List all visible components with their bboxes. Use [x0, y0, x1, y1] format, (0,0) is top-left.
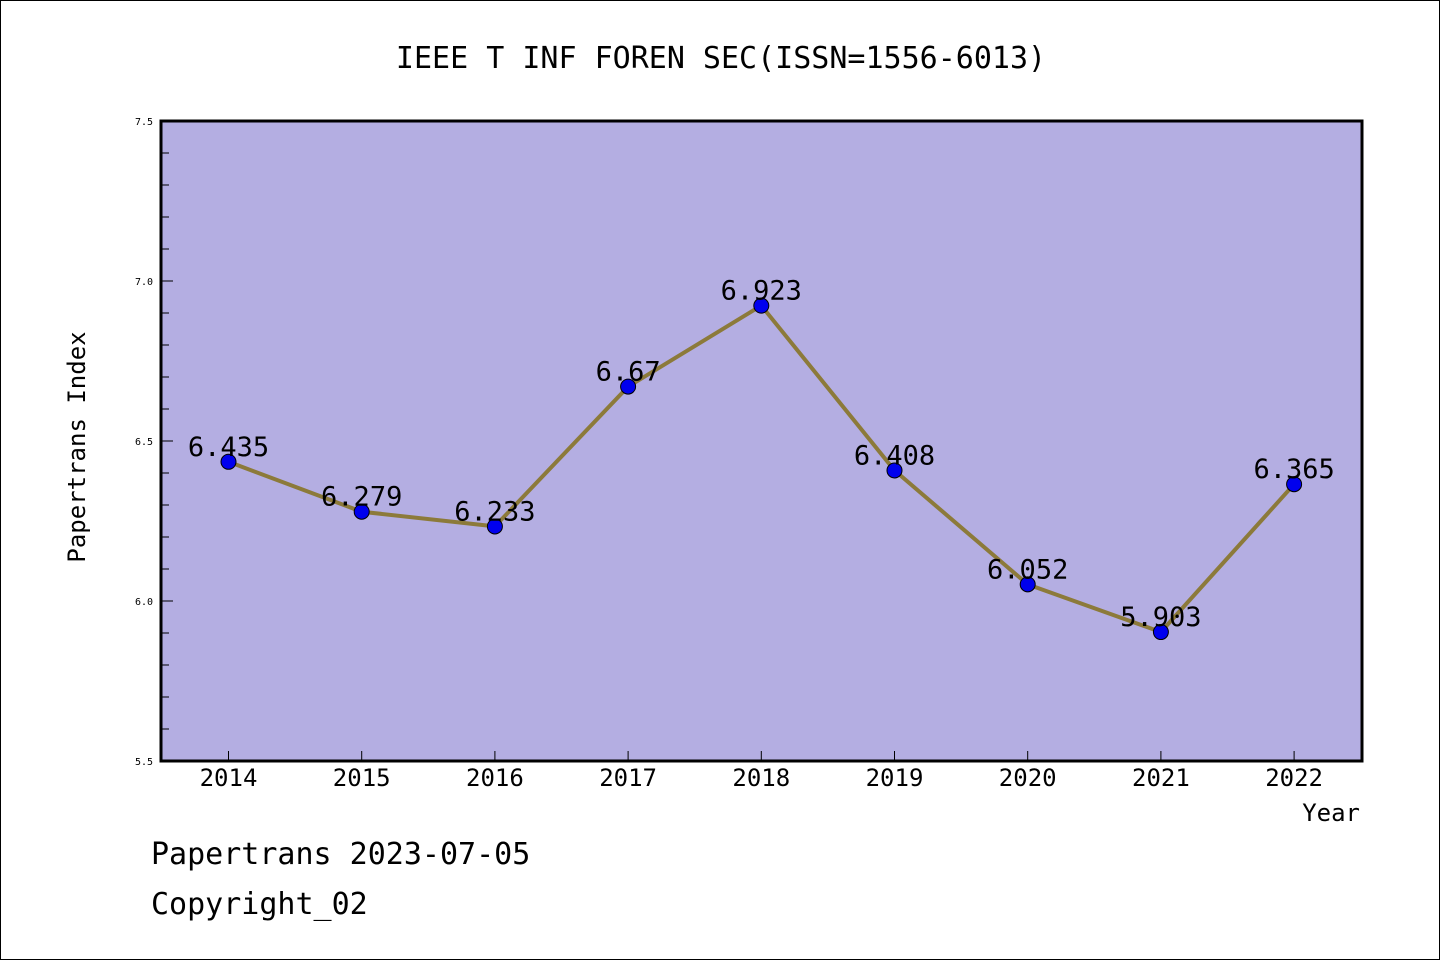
data-label: 6.923 [721, 276, 802, 307]
x-tick-label: 2017 [599, 764, 657, 792]
x-tick-label: 2014 [200, 764, 258, 792]
y-tick-label: 6.0 [135, 597, 153, 608]
y-tick-label: 7.0 [135, 277, 153, 288]
footer-date: Papertrans 2023-07-05 [151, 837, 530, 872]
data-labels: 6.435 6.279 6.233 6.67 6.923 6.408 6.052 5.903 6… [188, 276, 1335, 633]
footer-copyright: Copyright_02 [151, 887, 368, 922]
data-label: 6.408 [854, 440, 935, 471]
y-axis-label: Papertrans Index [63, 331, 91, 562]
x-axis-label: Year [1302, 799, 1360, 827]
data-label: 5.903 [1120, 602, 1201, 633]
data-label: 6.233 [454, 496, 535, 527]
data-point [486, 518, 503, 535]
y-tick-label: 7.5 [135, 117, 153, 128]
x-tick-label: 2021 [1132, 764, 1190, 792]
data-label: 6.67 [596, 357, 661, 388]
series-markers [220, 297, 1303, 641]
y-tick-label: 5.5 [135, 757, 153, 768]
data-point [220, 453, 237, 470]
chart-title: IEEE T INF FOREN SEC(ISSN=1556-6013) [396, 41, 1046, 76]
data-point [620, 378, 637, 395]
x-axis-ticks: 2014 2015 2016 2017 2018 2019 2020 2021 2022 [200, 751, 1323, 792]
x-tick-label: 2019 [866, 764, 924, 792]
plot-area [159, 119, 1364, 763]
data-label: 6.365 [1253, 454, 1334, 485]
data-point [1019, 576, 1036, 593]
y-axis-ticks: 5.5 6.0 6.5 7.0 7.5 [135, 117, 173, 768]
x-tick-label: 2022 [1265, 764, 1323, 792]
x-tick-label: 2015 [333, 764, 391, 792]
x-tick-label: 2016 [466, 764, 524, 792]
data-label: 6.279 [321, 482, 402, 513]
data-label: 6.052 [987, 554, 1068, 585]
data-point [886, 462, 903, 479]
x-tick-label: 2018 [732, 764, 790, 792]
data-label: 6.435 [188, 432, 269, 463]
data-point [753, 297, 770, 314]
data-point [1152, 624, 1169, 641]
x-tick-label: 2020 [999, 764, 1057, 792]
data-point [1286, 476, 1303, 493]
data-point [353, 503, 370, 520]
y-tick-label: 6.5 [135, 437, 153, 448]
